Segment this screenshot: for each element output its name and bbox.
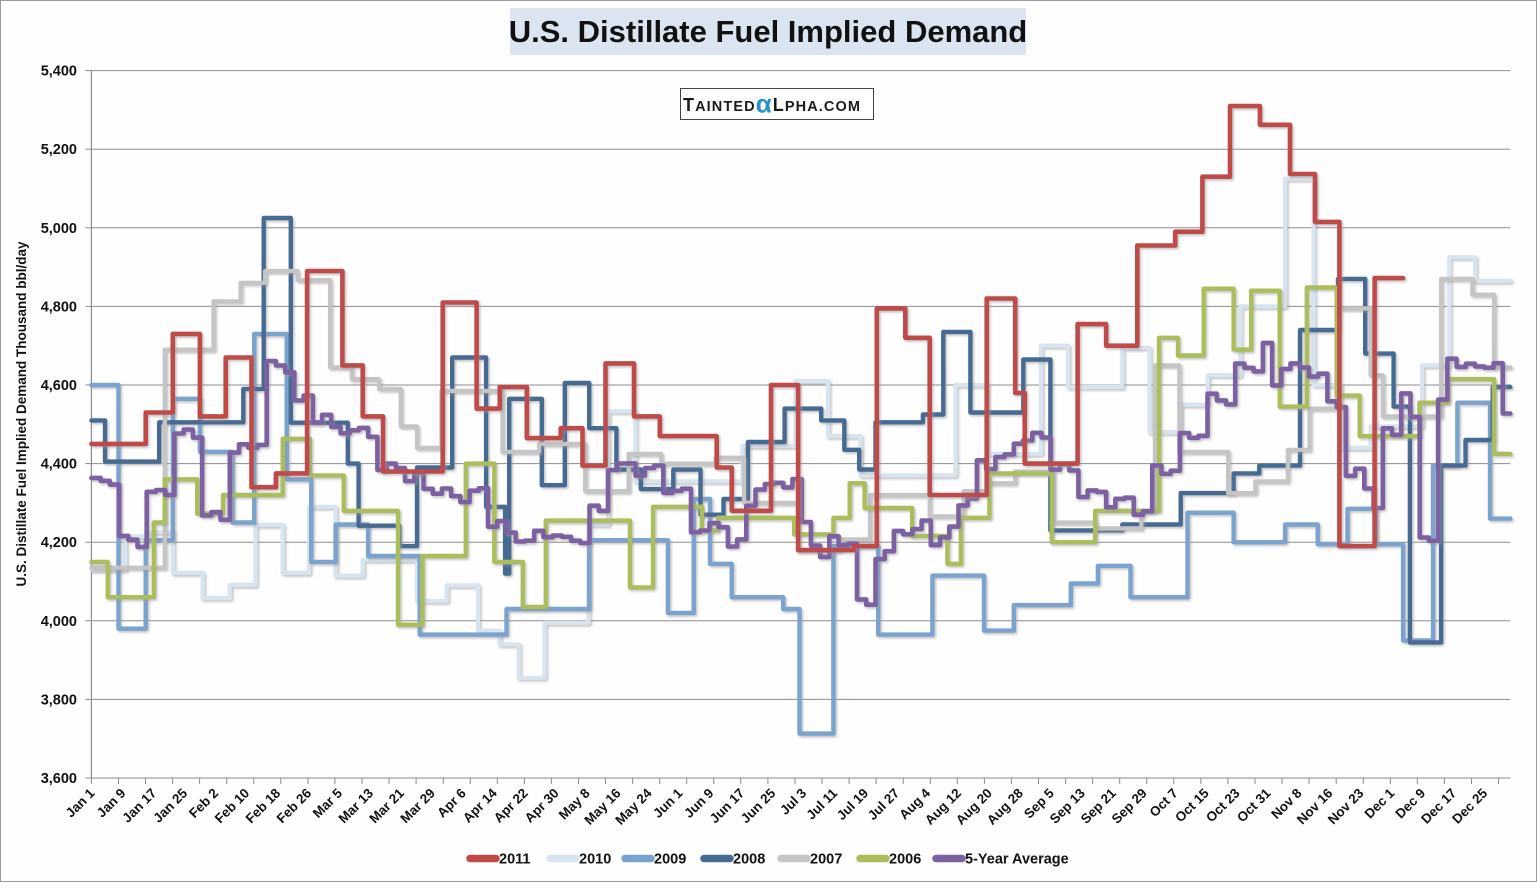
svg-text:5-Year Average: 5-Year Average — [965, 852, 1069, 868]
svg-text:4,200: 4,200 — [41, 535, 77, 551]
svg-text:5,000: 5,000 — [41, 221, 77, 237]
svg-text:2008: 2008 — [733, 852, 765, 868]
svg-text:4,000: 4,000 — [41, 614, 77, 630]
svg-text:4,800: 4,800 — [41, 299, 77, 315]
svg-text:2009: 2009 — [654, 852, 686, 868]
svg-text:U.S. Distillate Fuel Implied D: U.S. Distillate Fuel Implied Demand — [509, 14, 1028, 49]
svg-text:2006: 2006 — [889, 852, 921, 868]
svg-text:3,800: 3,800 — [41, 692, 77, 708]
svg-text:3,600: 3,600 — [41, 771, 77, 787]
svg-text:4,600: 4,600 — [41, 378, 77, 394]
svg-text:U.S. Distillate Fuel Implied D: U.S. Distillate Fuel Implied Demand Thou… — [14, 241, 29, 587]
svg-text:5,200: 5,200 — [41, 142, 77, 158]
svg-text:4,400: 4,400 — [41, 457, 77, 473]
svg-text:2007: 2007 — [810, 852, 842, 868]
svg-text:2010: 2010 — [579, 852, 611, 868]
svg-text:2011: 2011 — [499, 852, 530, 868]
svg-text:5,400: 5,400 — [41, 64, 77, 80]
